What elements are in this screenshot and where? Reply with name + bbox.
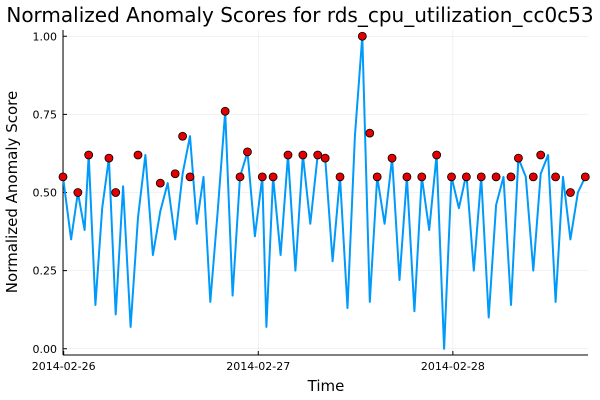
x-axis-label: Time — [307, 377, 345, 395]
anomaly-point — [268, 172, 278, 182]
anomaly-point — [447, 172, 456, 182]
anomaly-point — [178, 131, 187, 141]
anomaly-point — [58, 172, 68, 182]
anomaly-point — [243, 147, 252, 157]
y-axis-label: Normalized Anomaly Score — [3, 91, 21, 293]
anomaly-point — [298, 150, 308, 160]
anomaly-point — [387, 153, 397, 163]
anomaly-point — [536, 150, 546, 160]
anomaly-point — [170, 169, 180, 179]
y-tick-label: 0.50 — [33, 187, 58, 200]
y-tick-label: 0.25 — [33, 265, 58, 278]
y-tick-label: 1.00 — [33, 30, 58, 43]
anomaly-point — [372, 172, 382, 182]
y-tick-label: 0.00 — [33, 343, 58, 356]
anomaly-point — [566, 188, 575, 197]
anomaly-point — [111, 188, 121, 197]
y-tick-label: 0.75 — [33, 108, 58, 121]
anomaly-point — [491, 172, 501, 182]
x-tick-label: 2014-02-26 — [32, 360, 96, 373]
anomaly-point — [417, 172, 427, 182]
anomaly-point — [357, 31, 367, 41]
anomaly-point — [335, 172, 345, 182]
anomaly-point — [320, 153, 330, 163]
x-tick-label: 2014-02-27 — [226, 360, 290, 373]
anomaly-point — [104, 153, 114, 163]
anomaly-point — [84, 150, 94, 160]
anomaly-point — [580, 172, 590, 182]
chart-title: Normalized Anomaly Scores for rds_cpu_ut… — [6, 3, 593, 27]
anomaly-point — [73, 188, 83, 197]
x-tick-label: 2014-02-28 — [421, 360, 485, 373]
anomaly-point — [235, 172, 245, 182]
anomaly-point — [476, 172, 486, 182]
anomaly-point — [528, 172, 538, 182]
anomaly-point — [155, 178, 165, 188]
anomaly-point — [461, 172, 471, 182]
anomaly-point — [133, 150, 143, 160]
anomaly-point — [185, 172, 195, 182]
anomaly-point — [283, 150, 293, 160]
anomaly-point — [365, 128, 375, 138]
anomaly-point — [506, 172, 516, 182]
anomaly-point — [432, 150, 442, 160]
anomaly-points — [58, 31, 590, 197]
anomaly-point — [313, 150, 323, 160]
anomaly-point — [257, 172, 267, 182]
anomaly-point — [402, 172, 412, 182]
anomaly-point — [551, 172, 560, 182]
axes: 0.00 0.25 0.50 0.75 1.00 2014-02-26 2014-02-27… — [32, 30, 588, 373]
anomaly-point — [514, 153, 523, 163]
anomaly-point — [220, 106, 230, 116]
